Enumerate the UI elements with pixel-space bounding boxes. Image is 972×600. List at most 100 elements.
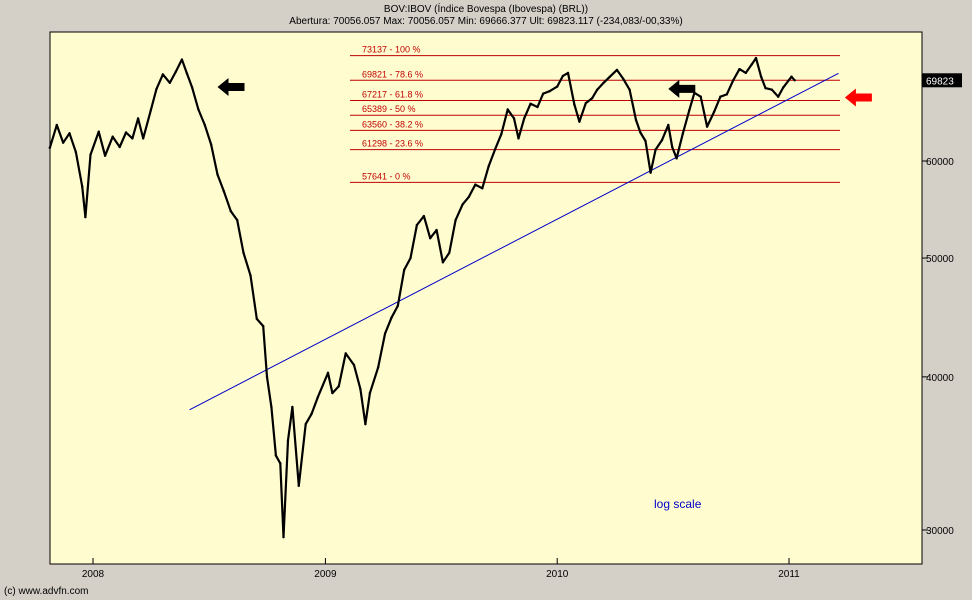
chart-header: BOV:IBOV (Índice Bovespa (Ibovespa) (BRL… xyxy=(0,4,972,28)
price-point xyxy=(61,141,65,144)
price-point xyxy=(573,103,576,106)
price-point xyxy=(376,366,380,369)
price-point xyxy=(448,251,451,254)
price-point xyxy=(759,75,763,78)
price-point xyxy=(118,145,121,149)
price-point xyxy=(161,73,165,76)
y-axis-ticks: 30000 40000 50000 60000 xyxy=(922,157,954,537)
price-point xyxy=(556,85,559,88)
price-point xyxy=(197,108,200,111)
price-point xyxy=(131,137,134,140)
price-point xyxy=(566,71,570,75)
price-point xyxy=(409,256,412,260)
price-point xyxy=(744,71,748,75)
price-point xyxy=(649,171,652,174)
black-arrow-icon xyxy=(668,79,696,98)
fib-level-label: 73137 - 100 % xyxy=(362,45,421,55)
price-point xyxy=(738,67,741,71)
price-point xyxy=(84,215,87,219)
price-point xyxy=(326,371,330,375)
price-point xyxy=(216,173,219,176)
last-value-marker: 69823 xyxy=(922,73,962,88)
price-point xyxy=(590,97,594,100)
price-point xyxy=(770,88,774,91)
price-point xyxy=(731,79,735,82)
fib-level-label: 67217 - 61.8 % xyxy=(362,90,423,100)
price-point xyxy=(316,395,320,399)
price-point xyxy=(764,86,767,90)
price-point xyxy=(493,148,497,151)
price-point xyxy=(141,137,145,140)
price-point xyxy=(517,137,520,140)
price-point xyxy=(136,117,140,120)
price-point xyxy=(782,86,785,89)
price-point xyxy=(578,120,581,123)
price-point xyxy=(229,210,233,213)
price-point xyxy=(699,95,702,98)
price-point xyxy=(270,405,273,409)
price-point xyxy=(688,109,691,112)
price-point xyxy=(675,157,678,160)
price-point xyxy=(190,86,194,89)
fib-level-label: 57641 - 0 % xyxy=(362,171,411,181)
price-point xyxy=(331,391,334,395)
chart-stats: Abertura: 70056.057 Max: 70056.057 Min: … xyxy=(289,16,683,27)
price-point xyxy=(529,102,532,106)
fib-level-label: 63560 - 38.2 % xyxy=(362,119,423,129)
price-point xyxy=(149,109,152,112)
price-point xyxy=(97,130,100,133)
price-point xyxy=(681,132,685,135)
price-point xyxy=(622,77,625,81)
price-point xyxy=(242,251,245,254)
y-tick-label: 40000 xyxy=(926,373,954,384)
price-point xyxy=(660,138,664,142)
price-point xyxy=(352,363,356,367)
price-point xyxy=(337,385,340,388)
price-point xyxy=(441,261,445,264)
price-point xyxy=(628,88,631,91)
price-point xyxy=(48,146,52,150)
price-point xyxy=(297,484,300,487)
y-tick-label: 60000 xyxy=(926,157,954,168)
y-tick-label: 50000 xyxy=(926,254,954,265)
price-point xyxy=(255,317,259,321)
price-point xyxy=(310,412,313,416)
price-point xyxy=(634,118,638,122)
price-point xyxy=(249,274,252,277)
price-point xyxy=(415,223,419,227)
price-point xyxy=(279,462,282,465)
black-arrow-icon xyxy=(217,78,245,96)
price-point xyxy=(265,375,269,379)
price-point xyxy=(602,81,605,84)
x-axis-ticks: 2008 2009 2010 2011 xyxy=(82,558,800,580)
fib-level-label: 61298 - 23.6 % xyxy=(362,139,423,149)
price-point xyxy=(654,148,657,151)
price-point xyxy=(429,237,432,240)
price-point xyxy=(584,101,587,105)
price-point xyxy=(712,110,716,114)
price-point xyxy=(777,95,780,98)
red-arrow-icon xyxy=(844,88,872,107)
price-point xyxy=(512,117,516,120)
price-point xyxy=(168,81,172,84)
price-point xyxy=(364,422,367,426)
price-point xyxy=(68,132,71,135)
arrows xyxy=(217,78,872,107)
fibonacci-levels: 73137 - 100 % 69821 - 78.6 % 67217 - 61.8 … xyxy=(350,45,840,183)
price-point xyxy=(542,92,545,95)
price-point xyxy=(422,214,426,218)
price-line xyxy=(48,56,796,539)
x-tick-label: 2009 xyxy=(314,569,337,580)
price-point xyxy=(667,123,670,127)
y-tick-label: 30000 xyxy=(926,526,954,537)
price-point xyxy=(81,185,84,188)
price-point xyxy=(670,145,674,149)
log-scale-annotation: log scale xyxy=(654,497,702,511)
trendline xyxy=(189,72,839,411)
price-point xyxy=(481,187,484,190)
trendline-group xyxy=(189,72,839,411)
price-point xyxy=(291,405,294,409)
price-point xyxy=(286,439,290,442)
price-point xyxy=(111,135,114,138)
price-point xyxy=(608,75,612,78)
